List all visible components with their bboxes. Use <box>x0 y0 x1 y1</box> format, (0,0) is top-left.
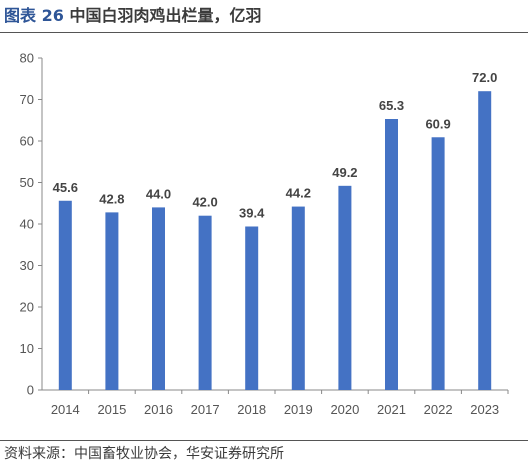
x-tick-label-2019: 2019 <box>284 402 313 417</box>
bar-2017 <box>198 215 212 390</box>
x-tick-label-2014: 2014 <box>51 402 80 417</box>
data-label-2018: 39.4 <box>239 205 265 220</box>
bar-2016 <box>152 207 165 390</box>
y-tick-label: 30 <box>20 258 34 273</box>
data-label-2016: 44.0 <box>146 186 171 201</box>
figure-title-text: 中国白羽肉鸡出栏量，亿羽 <box>69 6 262 25</box>
x-tick-label-2018: 2018 <box>237 402 266 417</box>
bar-2019 <box>291 206 305 390</box>
x-tick-label-2015: 2015 <box>97 402 126 417</box>
y-tick-label: 10 <box>20 341 34 356</box>
data-label-2019: 44.2 <box>286 186 311 201</box>
x-tick-label-2017: 2017 <box>191 402 220 417</box>
data-label-2017: 42.0 <box>192 195 217 210</box>
y-tick-label: 80 <box>20 51 34 66</box>
data-label-2014: 45.6 <box>53 180 78 195</box>
x-tick-label-2020: 2020 <box>330 402 359 417</box>
bar-2020 <box>338 185 352 390</box>
bar-2022 <box>431 137 445 390</box>
figure-title: 图表 26 中国白羽肉鸡出栏量，亿羽 <box>4 4 261 28</box>
bar-2015 <box>105 212 119 390</box>
y-tick-label: 60 <box>20 134 34 149</box>
source-note: 资料来源：中国畜牧业协会，华安证券研究所 <box>4 446 284 462</box>
data-label-2021: 65.3 <box>379 98 404 113</box>
figure-number: 26 <box>41 6 64 25</box>
x-tick-label-2022: 2022 <box>424 402 453 417</box>
bar-chart: 0 10 20 30 40 50 60 70 80 45.6 2014 42.8 2015 44.0 201… <box>20 51 509 417</box>
x-tick-label-2016: 2016 <box>144 402 173 417</box>
top-divider <box>0 32 528 33</box>
y-tick-label: 20 <box>20 300 34 315</box>
data-label-2015: 42.8 <box>99 191 124 206</box>
figure-label: 图表 26 <box>4 6 64 25</box>
y-tick-label: 40 <box>20 217 34 232</box>
data-label-2020: 49.2 <box>332 165 357 180</box>
bar-2014 <box>58 200 72 390</box>
data-label-2023: 72.0 <box>472 70 497 85</box>
figure-prefix: 图表 <box>4 6 37 25</box>
y-tick-label: 50 <box>20 175 34 190</box>
bar-2023 <box>478 91 492 390</box>
bottom-divider <box>0 440 528 441</box>
bar-2021 <box>385 119 398 390</box>
data-label-2022: 60.9 <box>425 116 450 131</box>
y-tick-label: 70 <box>20 92 34 107</box>
y-tick-label: 0 <box>27 383 34 398</box>
x-tick-label-2023: 2023 <box>470 402 499 417</box>
x-tick-label-2021: 2021 <box>377 402 406 417</box>
bar-2018 <box>245 226 259 390</box>
